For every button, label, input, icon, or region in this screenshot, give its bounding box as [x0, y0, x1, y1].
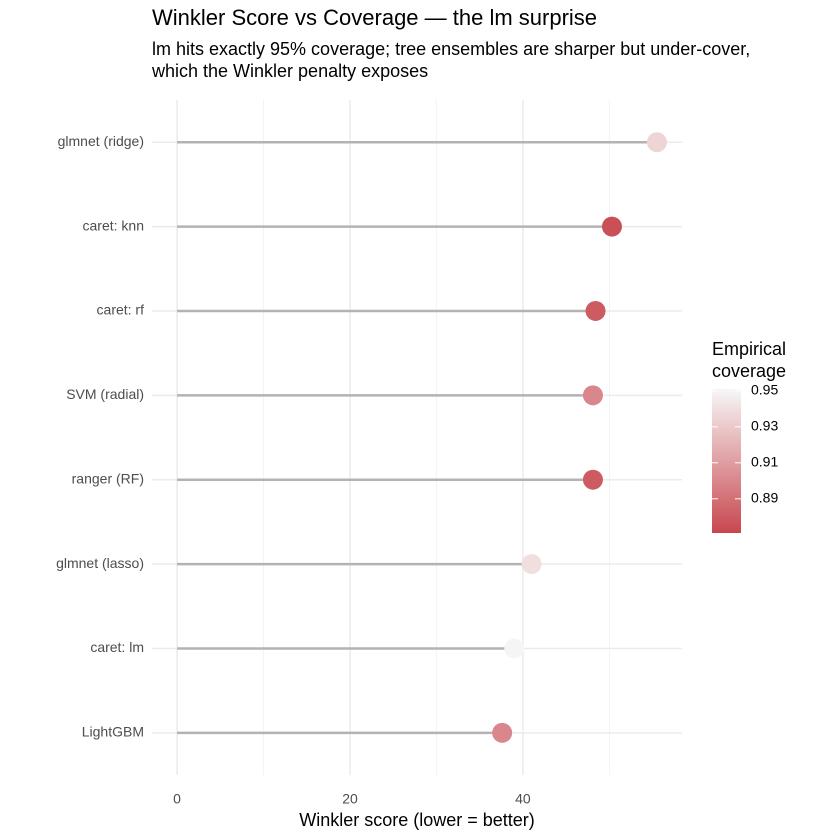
legend-label: 0.95	[751, 382, 778, 398]
point	[601, 216, 622, 237]
y-tick-label: glmnet (ridge)	[58, 133, 144, 149]
x-tick-label: 40	[515, 791, 531, 807]
colorbar	[712, 389, 741, 533]
legend-label: 0.91	[751, 454, 778, 470]
legend-title: coverage	[712, 361, 786, 381]
point	[585, 300, 606, 321]
point	[492, 722, 513, 743]
x-tick-label: 20	[342, 791, 358, 807]
x-axis-title: Winkler score (lower = better)	[299, 810, 535, 830]
point	[582, 469, 603, 490]
point	[521, 554, 542, 575]
y-tick-label: LightGBM	[82, 724, 144, 740]
x-tick-label: 0	[173, 791, 181, 807]
point	[504, 638, 525, 659]
chart-subtitle: lm hits exactly 95% coverage; tree ensem…	[152, 39, 750, 59]
point	[646, 132, 667, 153]
y-tick-label: caret: knn	[83, 217, 144, 233]
legend-title: Empirical	[712, 339, 786, 359]
y-tick-label: SVM (radial)	[66, 386, 144, 402]
y-tick-label: caret: rf	[97, 302, 145, 318]
legend-label: 0.93	[751, 418, 778, 434]
y-tick-label: glmnet (lasso)	[56, 555, 144, 571]
legend-label: 0.89	[751, 490, 778, 506]
point	[582, 385, 603, 406]
chart-subtitle: which the Winkler penalty exposes	[151, 61, 428, 81]
y-tick-label: ranger (RF)	[72, 470, 144, 486]
chart-title: Winkler Score vs Coverage — the lm surpr…	[152, 5, 597, 30]
y-tick-label: caret: lm	[90, 639, 144, 655]
